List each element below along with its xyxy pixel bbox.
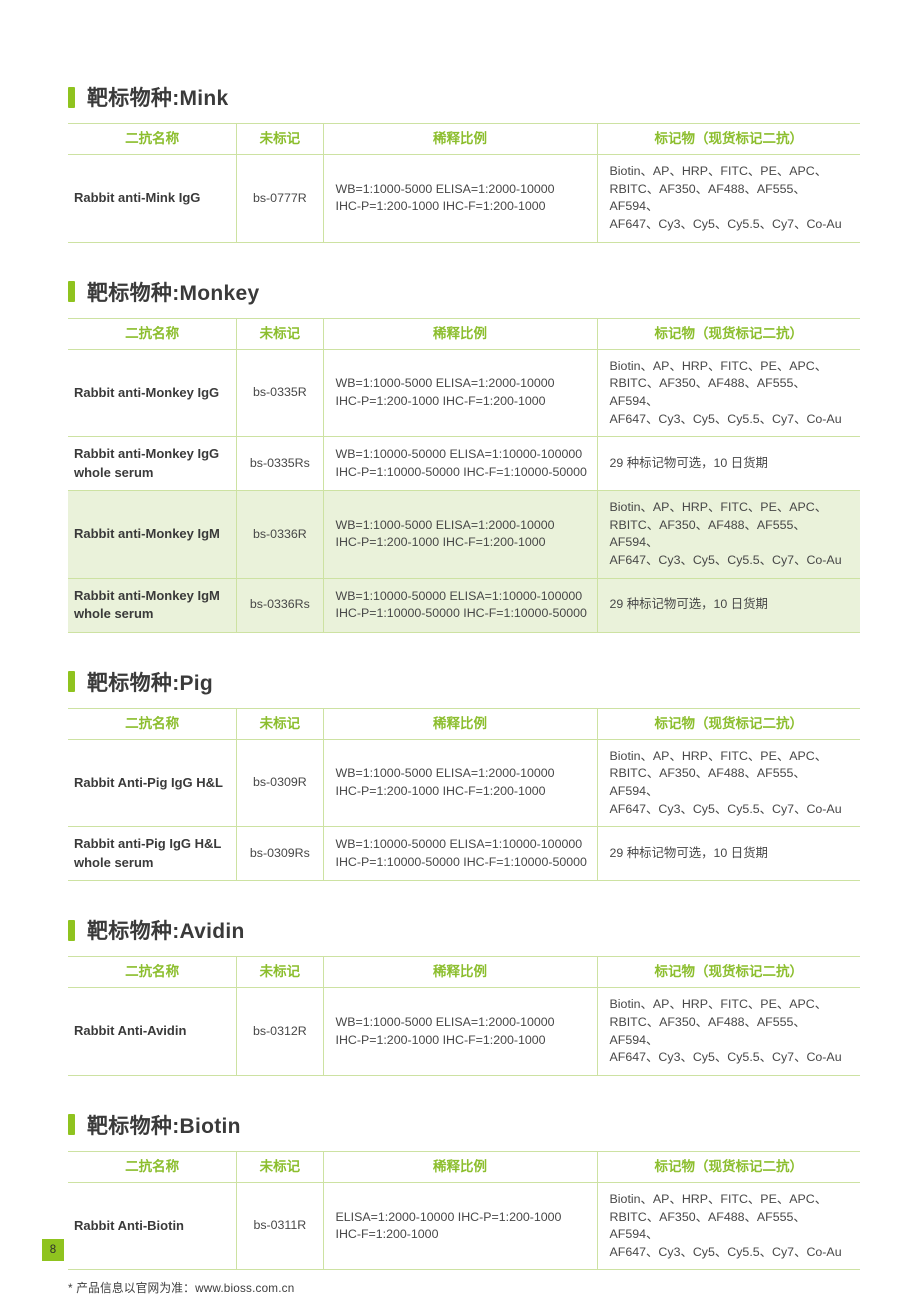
section-mink: 靶标物种:Mink 二抗名称 未标记 稀释比例 标记物（现货标记二抗） Rabb… <box>68 84 860 243</box>
catalog-number: bs-0335R <box>236 348 323 437</box>
table-row: Rabbit anti-Pig IgG H&L whole serum bs-0… <box>68 826 860 881</box>
section-title-text: 靶标物种:Monkey <box>87 281 260 305</box>
catalog-page-content: 靶标物种:Mink 二抗名称 未标记 稀释比例 标记物（现货标记二抗） Rabb… <box>68 84 860 1296</box>
section-marker-bar <box>68 1114 75 1136</box>
col-header-antibody-name: 二抗名称 <box>125 1158 180 1174</box>
dilution-ratios: WB=1:10000-50000 ELISA=1:10000-100000 IH… <box>322 826 598 881</box>
col-header-antibody-name: 二抗名称 <box>125 131 180 146</box>
col-header-unlabeled: 未标记 <box>236 956 323 988</box>
conjugate-labels: 29 种标记物可选，10 日货期 <box>596 826 860 881</box>
table-row-highlighted: Rabbit anti-Monkey IgM whole serum bs-03… <box>68 577 860 633</box>
dilution-ratios: WB=1:1000-5000 ELISA=1:2000-10000 IHC-P=… <box>322 154 598 243</box>
table-row: Rabbit Anti-Avidin bs-0312R WB=1:1000-50… <box>68 987 860 1076</box>
table-row: Rabbit Anti-Biotin bs-0311R ELISA=1:2000… <box>68 1181 860 1270</box>
col-header-antibody-name: 二抗名称 <box>125 715 180 731</box>
catalog-number: bs-0335Rs <box>236 436 323 491</box>
conjugate-labels: Biotin、AP、HRP、FITC、PE、APC、 RBITC、AF350、A… <box>596 154 860 243</box>
page-number-badge: 8 <box>42 1239 64 1261</box>
section-title-text: 靶标物种:Mink <box>87 87 229 110</box>
dilution-ratios: WB=1:10000-50000 ELISA=1:10000-100000 IH… <box>322 577 598 633</box>
section-marker-bar <box>68 281 75 303</box>
col-header-unlabeled: 未标记 <box>236 708 323 740</box>
section-marker-bar <box>68 86 75 108</box>
catalog-number: bs-0336Rs <box>236 577 323 633</box>
section-title: 靶标物种:Monkey <box>68 279 860 305</box>
col-header-dilution: 稀释比例 <box>322 318 598 350</box>
col-header-conjugates: 标记物（现货标记二抗） <box>596 1151 860 1183</box>
antibody-table: 二抗名称 未标记 稀释比例 标记物（现货标记二抗） Rabbit anti-Mo… <box>68 317 860 633</box>
table-header-row: 二抗名称 未标记 稀释比例 标记物（现货标记二抗） <box>68 708 860 740</box>
section-title-text: 靶标物种:Biotin <box>87 1114 241 1138</box>
conjugate-labels: 29 种标记物可选，10 日货期 <box>596 436 860 491</box>
catalog-number: bs-0312R <box>236 987 323 1076</box>
conjugate-labels: 29 种标记物可选，10 日货期 <box>596 577 860 633</box>
table-header-row: 二抗名称 未标记 稀释比例 标记物（现货标记二抗） <box>68 1151 860 1183</box>
table-row: Rabbit anti-Mink IgG bs-0777R WB=1:1000-… <box>68 154 860 243</box>
col-header-dilution: 稀释比例 <box>322 123 598 155</box>
catalog-number: bs-0777R <box>236 154 323 243</box>
col-header-unlabeled: 未标记 <box>236 123 323 155</box>
table-row: Rabbit anti-Monkey IgG bs-0335R WB=1:100… <box>68 348 860 437</box>
conjugate-labels: Biotin、AP、HRP、FITC、PE、APC、 RBITC、AF350、A… <box>596 348 860 437</box>
section-title-text: 靶标物种:Pig <box>87 671 214 695</box>
col-header-conjugates: 标记物（现货标记二抗） <box>596 123 860 155</box>
antibody-table: 二抗名称 未标记 稀释比例 标记物（现货标记二抗） Rabbit anti-Mi… <box>68 123 860 243</box>
table-row: Rabbit anti-Monkey IgG whole serum bs-03… <box>68 436 860 491</box>
section-avidin: 靶标物种:Avidin 二抗名称 未标记 稀释比例 标记物（现货标记二抗） Ra… <box>68 917 860 1076</box>
conjugate-labels: Biotin、AP、HRP、FITC、PE、APC、 RBITC、AF350、A… <box>596 987 860 1076</box>
dilution-ratios: WB=1:1000-5000 ELISA=1:2000-10000 IHC-P=… <box>322 490 598 579</box>
antibody-name: Rabbit Anti-Biotin <box>68 1181 237 1270</box>
section-pig: 靶标物种:Pig 二抗名称 未标记 稀释比例 标记物（现货标记二抗） Rabbi… <box>68 669 860 882</box>
antibody-name: Rabbit Anti-Avidin <box>68 987 237 1076</box>
antibody-name: Rabbit anti-Monkey IgM whole serum <box>68 577 237 633</box>
col-header-unlabeled: 未标记 <box>236 318 323 350</box>
section-marker-bar <box>68 671 75 693</box>
catalog-number: bs-0309Rs <box>236 826 323 881</box>
antibody-table: 二抗名称 未标记 稀释比例 标记物（现货标记二抗） Rabbit Anti-Av… <box>68 956 860 1076</box>
section-title-text: 靶标物种:Avidin <box>87 920 245 944</box>
table-header-row: 二抗名称 未标记 稀释比例 标记物（现货标记二抗） <box>68 318 860 350</box>
col-header-unlabeled: 未标记 <box>236 1151 323 1183</box>
col-header-dilution: 稀释比例 <box>322 1151 598 1183</box>
table-header-row: 二抗名称 未标记 稀释比例 标记物（现货标记二抗） <box>68 123 860 155</box>
dilution-ratios: WB=1:10000-50000 ELISA=1:10000-100000 IH… <box>322 436 598 491</box>
dilution-ratios: ELISA=1:2000-10000 IHC-P=1:200-1000 IHC-… <box>322 1181 598 1270</box>
table-header-row: 二抗名称 未标记 稀释比例 标记物（现货标记二抗） <box>68 956 860 988</box>
section-title: 靶标物种:Mink <box>68 84 860 110</box>
catalog-number: bs-0309R <box>236 738 323 827</box>
section-biotin: 靶标物种:Biotin 二抗名称 未标记 稀释比例 标记物（现货标记二抗） Ra… <box>68 1112 860 1271</box>
section-title: 靶标物种:Pig <box>68 669 860 695</box>
antibody-table: 二抗名称 未标记 稀释比例 标记物（现货标记二抗） Rabbit Anti-Bi… <box>68 1150 860 1271</box>
catalog-number: bs-0311R <box>236 1181 323 1270</box>
antibody-name: Rabbit anti-Monkey IgG <box>68 348 237 437</box>
antibody-name: Rabbit Anti-Pig IgG H&L <box>68 738 237 827</box>
conjugate-labels: Biotin、AP、HRP、FITC、PE、APC、 RBITC、AF350、A… <box>596 738 860 827</box>
catalog-number: bs-0336R <box>236 490 323 579</box>
table-row-highlighted: Rabbit anti-Monkey IgM bs-0336R WB=1:100… <box>68 490 860 579</box>
table-row: Rabbit Anti-Pig IgG H&L bs-0309R WB=1:10… <box>68 738 860 827</box>
footnote: * 产品信息以官网为准：www.bioss.com.cn <box>68 1282 295 1296</box>
section-title: 靶标物种:Avidin <box>68 917 860 943</box>
col-header-conjugates: 标记物（现货标记二抗） <box>596 956 860 988</box>
section-monkey: 靶标物种:Monkey 二抗名称 未标记 稀释比例 标记物（现货标记二抗） Ra… <box>68 279 860 633</box>
dilution-ratios: WB=1:1000-5000 ELISA=1:2000-10000 IHC-P=… <box>322 987 598 1076</box>
section-marker-bar <box>68 919 75 941</box>
col-header-conjugates: 标记物（现货标记二抗） <box>596 708 860 740</box>
conjugate-labels: Biotin、AP、HRP、FITC、PE、APC、 RBITC、AF350、A… <box>596 490 860 579</box>
section-title: 靶标物种:Biotin <box>68 1112 860 1138</box>
antibody-name: Rabbit anti-Pig IgG H&L whole serum <box>68 826 237 881</box>
conjugate-labels: Biotin、AP、HRP、FITC、PE、APC、 RBITC、AF350、A… <box>596 1181 860 1270</box>
col-header-antibody-name: 二抗名称 <box>125 964 180 980</box>
dilution-ratios: WB=1:1000-5000 ELISA=1:2000-10000 IHC-P=… <box>322 738 598 827</box>
antibody-name: Rabbit anti-Mink IgG <box>68 154 237 243</box>
antibody-table: 二抗名称 未标记 稀释比例 标记物（现货标记二抗） Rabbit Anti-Pi… <box>68 707 860 882</box>
dilution-ratios: WB=1:1000-5000 ELISA=1:2000-10000 IHC-P=… <box>322 348 598 437</box>
col-header-dilution: 稀释比例 <box>322 708 598 740</box>
col-header-dilution: 稀释比例 <box>322 956 598 988</box>
antibody-name: Rabbit anti-Monkey IgG whole serum <box>68 436 237 491</box>
col-header-antibody-name: 二抗名称 <box>125 325 180 341</box>
col-header-conjugates: 标记物（现货标记二抗） <box>596 318 860 350</box>
antibody-name: Rabbit anti-Monkey IgM <box>68 490 237 579</box>
